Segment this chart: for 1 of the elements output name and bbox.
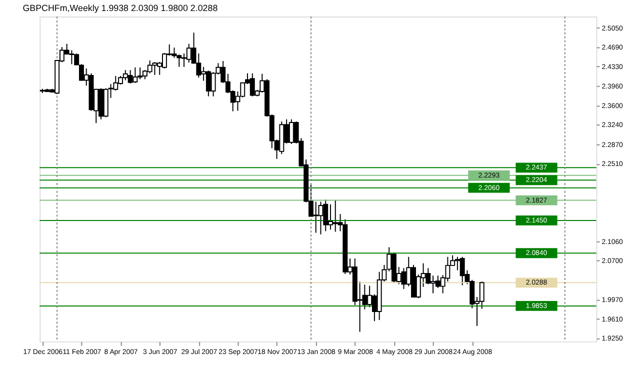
chart-title: GBPCHFm,Weekly 1.9938 2.0309 1.9800 2.0288 <box>22 3 218 14</box>
